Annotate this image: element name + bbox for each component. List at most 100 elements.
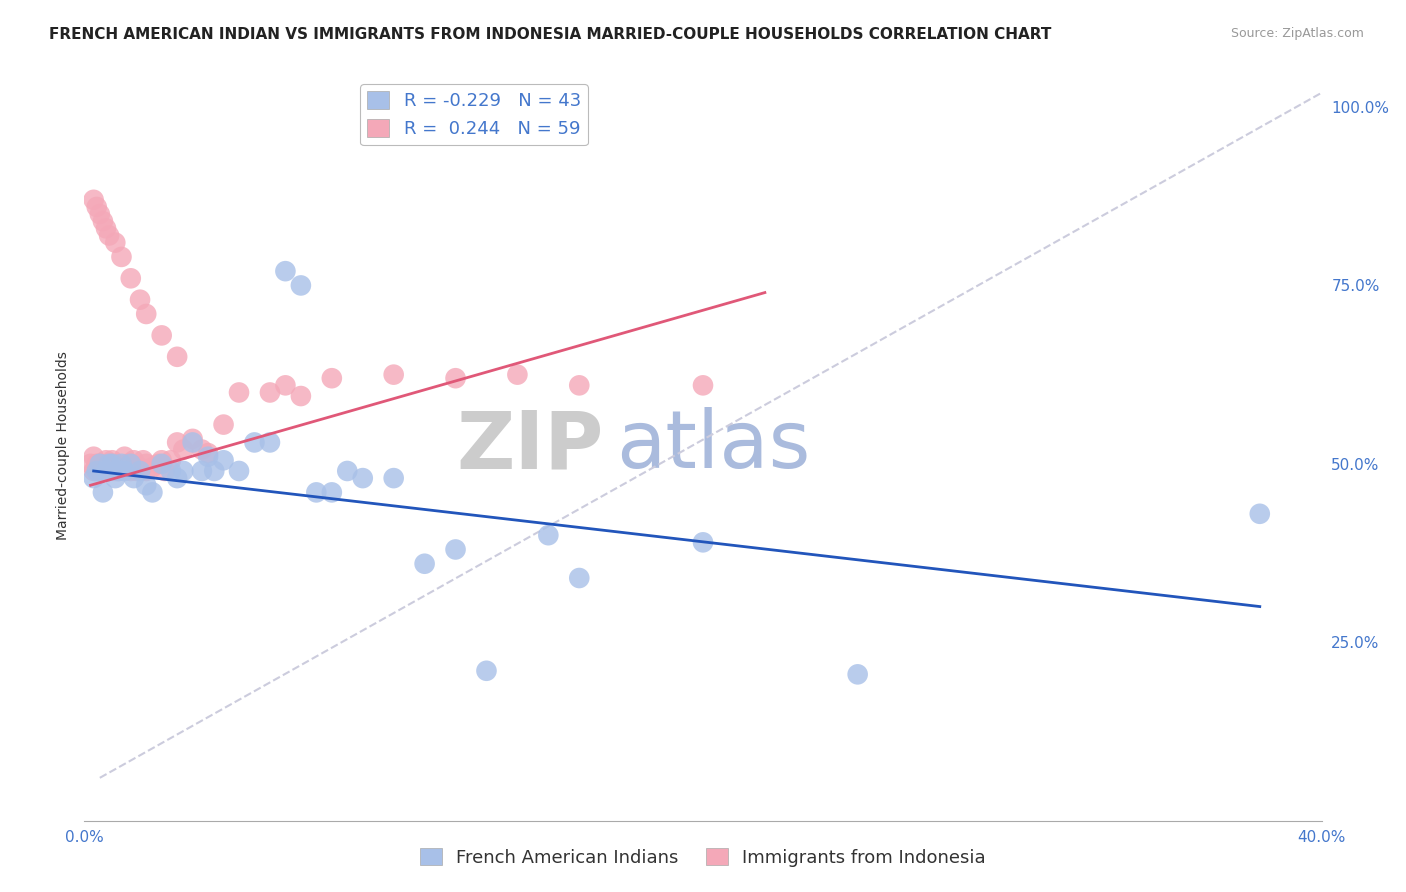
Point (259, 385, 281, 400)
Point (83, 193, 105, 207)
Point (166, 471, 188, 485)
Point (98, 457, 121, 471)
Point (94, 221, 117, 235)
Point (132, 453, 155, 467)
Point (79, 457, 101, 471)
Point (120, 271, 142, 285)
Legend: French American Indians, Immigrants from Indonesia: French American Indians, Immigrants from… (413, 841, 993, 874)
Y-axis label: Married-couple Households: Married-couple Households (56, 351, 70, 541)
Point (86, 200, 108, 214)
Point (125, 464, 148, 478)
Point (352, 471, 374, 485)
Point (1249, 507, 1271, 521)
Point (83, 464, 105, 478)
Point (83, 450, 105, 464)
Point (150, 453, 173, 467)
Point (101, 457, 124, 471)
Point (568, 571, 591, 585)
Point (305, 485, 328, 500)
Point (444, 542, 467, 557)
Point (135, 464, 157, 478)
Point (120, 464, 142, 478)
Point (290, 389, 312, 403)
Point (212, 417, 235, 432)
Point (86, 457, 108, 471)
Point (444, 371, 467, 385)
Point (692, 378, 714, 392)
Point (413, 557, 436, 571)
Point (568, 378, 591, 392)
Point (382, 368, 405, 382)
Point (181, 435, 204, 450)
Point (243, 435, 266, 450)
Point (336, 464, 359, 478)
Text: Source: ZipAtlas.com: Source: ZipAtlas.com (1230, 27, 1364, 40)
Point (91, 214, 114, 228)
Legend: R = -0.229   N = 43, R =  0.244   N = 59: R = -0.229 N = 43, R = 0.244 N = 59 (360, 84, 588, 145)
Point (197, 450, 219, 464)
Point (86, 464, 108, 478)
Point (110, 457, 132, 471)
Point (89, 464, 111, 478)
Point (506, 368, 529, 382)
Point (107, 464, 129, 478)
Point (172, 442, 194, 457)
Point (110, 460, 132, 475)
Point (212, 453, 235, 467)
Point (274, 264, 297, 278)
Point (120, 457, 142, 471)
Point (141, 460, 163, 475)
Point (135, 478, 157, 492)
Point (160, 464, 183, 478)
Point (104, 235, 127, 250)
Point (91, 485, 114, 500)
Point (160, 453, 183, 467)
Point (172, 464, 194, 478)
Point (129, 464, 152, 478)
Point (83, 471, 105, 485)
Point (321, 485, 343, 500)
Point (98, 464, 121, 478)
Point (202, 464, 225, 478)
Point (120, 457, 142, 471)
Point (98, 457, 121, 471)
Point (141, 485, 163, 500)
Point (129, 293, 152, 307)
Point (89, 207, 111, 221)
Point (135, 307, 157, 321)
Point (274, 378, 297, 392)
Point (166, 435, 188, 450)
Point (98, 228, 121, 243)
Point (104, 464, 127, 478)
Point (148, 457, 170, 471)
Point (101, 453, 124, 467)
Point (321, 371, 343, 385)
Point (475, 664, 498, 678)
Point (382, 471, 405, 485)
Point (135, 457, 157, 471)
Point (153, 464, 176, 478)
Point (110, 250, 132, 264)
Point (91, 460, 114, 475)
Point (129, 460, 152, 475)
Point (94, 464, 117, 478)
Point (150, 328, 173, 343)
Point (197, 446, 219, 460)
Point (191, 464, 214, 478)
Text: FRENCH AMERICAN INDIAN VS IMMIGRANTS FROM INDONESIA MARRIED-COUPLE HOUSEHOLDS CO: FRENCH AMERICAN INDIAN VS IMMIGRANTS FRO… (49, 27, 1052, 42)
Point (104, 457, 127, 471)
Point (114, 450, 136, 464)
Point (166, 350, 188, 364)
Point (259, 435, 281, 450)
Text: ZIP: ZIP (457, 407, 605, 485)
Point (94, 453, 117, 467)
Point (107, 464, 129, 478)
Point (228, 385, 250, 400)
Point (117, 457, 139, 471)
Point (89, 457, 111, 471)
Point (104, 471, 127, 485)
Text: atlas: atlas (616, 407, 811, 485)
Point (846, 667, 869, 681)
Point (89, 457, 111, 471)
Point (114, 464, 136, 478)
